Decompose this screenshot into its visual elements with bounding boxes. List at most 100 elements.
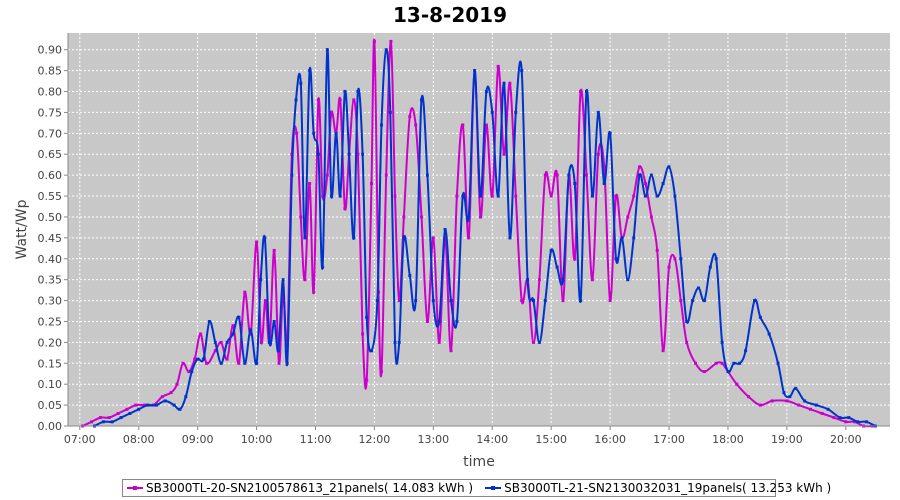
data-point-series-2	[714, 257, 718, 261]
data-point-series-2	[532, 299, 535, 303]
y-tick-label: 0.00	[38, 420, 63, 433]
y-tick-label: 0.30	[38, 295, 63, 308]
y-tick-label: 0.05	[38, 399, 63, 412]
data-point-series-1	[632, 194, 636, 198]
data-point-series-2	[316, 152, 320, 156]
x-tick-label: 19:00	[771, 433, 803, 446]
data-point-series-1	[384, 173, 388, 177]
data-point-series-1	[461, 123, 465, 127]
data-point-series-2	[520, 69, 524, 73]
data-point-series-1	[655, 248, 659, 252]
data-point-series-1	[685, 340, 689, 344]
data-point-series-1	[338, 98, 342, 102]
data-point-series-1	[272, 248, 276, 252]
chart-title: 13-8-2019	[392, 3, 507, 27]
data-point-series-1	[361, 332, 365, 336]
data-point-series-2	[614, 257, 618, 261]
data-point-series-1	[820, 412, 824, 415]
data-point-series-1	[380, 370, 383, 374]
data-point-series-2	[691, 299, 695, 303]
legend: SB3000TL-20-SN2100578613_21panels( 14.08…	[122, 479, 831, 497]
data-point-series-1	[549, 194, 553, 198]
data-point-series-1	[720, 361, 724, 365]
data-point-series-1	[231, 324, 235, 328]
data-point-series-2	[794, 386, 798, 390]
data-point-series-2	[196, 357, 200, 361]
data-point-series-1	[90, 420, 94, 424]
data-point-series-2	[496, 194, 500, 198]
y-tick-label: 0.25	[38, 315, 63, 328]
data-point-series-2	[225, 340, 229, 344]
data-point-series-2	[702, 299, 706, 303]
y-tick-label: 0.15	[38, 357, 63, 370]
data-point-series-1	[809, 407, 812, 411]
data-point-series-2	[243, 361, 247, 365]
data-point-series-2	[508, 236, 512, 240]
data-point-series-2	[329, 194, 333, 198]
data-point-series-1	[393, 194, 397, 198]
data-point-series-1	[169, 391, 173, 395]
data-point-series-2	[753, 299, 756, 303]
data-point-series-2	[526, 278, 530, 282]
data-point-series-1	[673, 257, 677, 261]
data-point-series-1	[352, 98, 356, 102]
data-point-series-2	[375, 299, 379, 303]
data-point-series-1	[370, 182, 373, 185]
data-point-series-1	[308, 182, 312, 185]
x-axis-label: time	[463, 454, 495, 470]
x-tick-label: 12:00	[359, 433, 391, 446]
y-tick-label: 0.60	[38, 169, 63, 182]
data-point-series-1	[443, 236, 447, 240]
data-point-series-2	[110, 420, 114, 424]
data-point-series-2	[479, 194, 482, 198]
data-point-series-1	[496, 64, 500, 68]
data-point-series-2	[726, 370, 730, 374]
data-point-series-2	[263, 236, 267, 240]
data-point-series-1	[667, 265, 671, 269]
data-point-series-1	[389, 39, 393, 43]
data-point-series-1	[343, 207, 347, 211]
data-point-series-2	[649, 173, 653, 177]
data-point-series-2	[361, 152, 365, 156]
data-point-series-2	[644, 194, 647, 198]
legend-swatch-series-2	[485, 486, 502, 490]
data-point-series-2	[431, 299, 435, 303]
data-point-series-2	[814, 403, 818, 407]
data-point-series-2	[461, 194, 465, 198]
y-tick-label: 0.50	[38, 211, 63, 224]
data-point-series-2	[732, 361, 736, 365]
y-tick-label: 0.20	[38, 336, 63, 349]
data-point-series-2	[585, 90, 588, 93]
data-point-series-2	[667, 165, 671, 169]
data-point-series-1	[259, 340, 263, 344]
data-point-series-2	[626, 278, 630, 282]
data-point-series-2	[365, 315, 369, 319]
data-point-series-1	[702, 370, 706, 374]
data-point-series-2	[782, 391, 786, 395]
data-point-series-2	[184, 395, 188, 399]
data-point-series-1	[402, 215, 406, 219]
x-tick-label: 11:00	[300, 433, 332, 446]
data-point-series-2	[190, 370, 194, 374]
data-point-series-1	[596, 152, 600, 156]
data-point-series-1	[193, 357, 197, 361]
data-point-series-2	[661, 182, 665, 185]
data-point-series-1	[213, 349, 217, 353]
data-point-series-2	[231, 332, 235, 336]
data-point-series-2	[249, 328, 253, 332]
data-point-series-1	[590, 278, 594, 282]
data-point-series-1	[543, 173, 547, 177]
data-point-series-1	[638, 165, 642, 169]
data-point-series-1	[585, 173, 588, 177]
data-point-series-2	[788, 395, 792, 399]
data-point-series-2	[402, 236, 406, 240]
data-point-series-1	[160, 395, 164, 399]
data-point-series-1	[325, 173, 329, 177]
data-point-series-2	[425, 173, 429, 177]
data-point-series-1	[626, 215, 630, 219]
data-point-series-1	[187, 370, 191, 374]
data-point-series-1	[299, 215, 303, 219]
data-point-series-2	[213, 340, 217, 344]
data-point-series-2	[347, 152, 351, 156]
data-point-series-1	[644, 182, 647, 185]
